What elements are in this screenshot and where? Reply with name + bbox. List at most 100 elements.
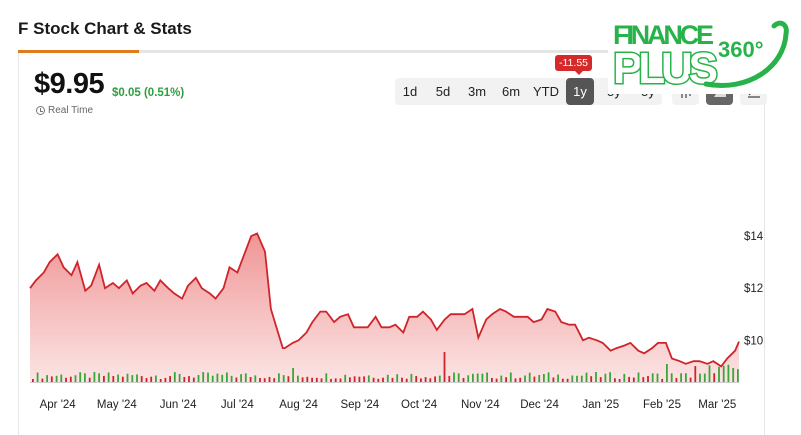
svg-text:PLUS: PLUS [613,44,717,93]
volume-bar [159,379,162,382]
volume-bar [457,373,460,382]
current-price: $9.95 [34,68,105,100]
volume-bar [396,374,399,382]
volume-bar [429,378,432,382]
volume-bar [434,376,436,382]
volume-bar [561,378,564,382]
volume-bar [287,376,290,382]
volume-bar [325,373,328,382]
volume-bar [46,375,48,382]
volume-bar [514,378,517,382]
volume-bar [363,376,365,382]
volume-bar [311,377,313,382]
volume-bar [150,376,153,382]
svg-text:FINANCE: FINANCE [613,20,713,50]
volume-bar [401,377,403,382]
volume-bar [524,375,526,382]
volume-bar [670,373,673,382]
volume-bar [84,373,86,382]
range-button[interactable]: 5d [435,84,451,99]
card-left-border [18,53,19,435]
volume-bar [268,376,271,382]
volume-bar [173,372,176,382]
volume-bar [585,372,588,382]
volume-bar [543,374,545,382]
x-tick-label: Mar '25 [698,399,736,411]
volume-bar [495,378,498,382]
volume-bar [689,377,692,382]
volume-bar [614,378,616,382]
range-button[interactable]: 3m [467,84,487,99]
volume-bar [694,366,697,382]
volume-bar [557,374,559,382]
volume-bar [263,378,266,382]
volume-bar [169,376,171,382]
range-button[interactable]: 1d [402,84,418,99]
volume-bar [722,365,725,382]
volume-bar [372,377,375,382]
volume-bar [415,376,418,382]
volume-bar [453,372,455,382]
volume-bar [637,372,640,382]
volume-bar [202,372,205,382]
logo-graphic: FINANCE PLUS 360° [612,20,789,94]
page-title: F Stock Chart & Stats [18,19,192,38]
volume-bar [519,377,522,382]
volume-bar [164,377,167,382]
volume-bar [344,374,347,382]
volume-bar [107,372,110,382]
volume-bar [595,372,597,382]
volume-bar [410,373,413,382]
price-line [29,232,740,368]
y-tick-label: $12 [744,283,763,295]
volume-bar [632,377,635,382]
volume-bar [680,373,682,382]
volume-bar [353,376,356,382]
volume-bar [448,375,451,382]
volume-bar [628,376,630,382]
volume-bar [41,378,44,382]
range-button[interactable]: 6m [501,84,521,99]
x-tick-label: Dec '24 [520,399,559,411]
range-button-active[interactable]: 1y [566,78,594,105]
volume-bar [675,378,678,382]
area-chart-icon [713,86,726,97]
volume-bar [249,377,252,382]
volume-bar [36,372,39,382]
volume-bar [500,375,503,382]
volume-bar [547,372,550,382]
volume-bar [55,375,58,382]
change-badge: -11.55 [555,55,592,75]
volume-bar [32,379,34,382]
volume-bar [93,372,96,382]
volume-bar [580,375,583,382]
volume-bar [211,375,214,382]
x-tick-label: Jan '25 [582,399,619,411]
volume-bar [420,378,422,382]
volume-bar [145,378,148,382]
volume-bar [50,376,53,382]
volume-bar [538,375,541,382]
volume-bar [74,375,77,382]
volume-bar [609,372,611,382]
volume-bar [131,375,134,382]
volume-bar [727,364,730,382]
volume-bar [708,365,711,382]
volume-bar [509,372,512,382]
x-tick-label: Jul '24 [221,399,254,411]
volume-bar [651,373,654,382]
finance-plus-logo: FINANCE PLUS 360° [608,12,798,94]
active-tab-indicator [18,50,139,53]
volume-bar [666,364,668,382]
volume-bar [642,377,645,382]
range-button[interactable]: YTD [533,84,559,99]
volume-bar [377,378,380,382]
volume-bar [117,374,119,382]
volume-bar [533,376,536,382]
volume-bar [297,375,299,382]
x-tick-label: Oct '24 [401,399,438,411]
volume-bar [226,372,228,382]
volume-bar [330,378,332,382]
volume-bar [112,376,115,382]
